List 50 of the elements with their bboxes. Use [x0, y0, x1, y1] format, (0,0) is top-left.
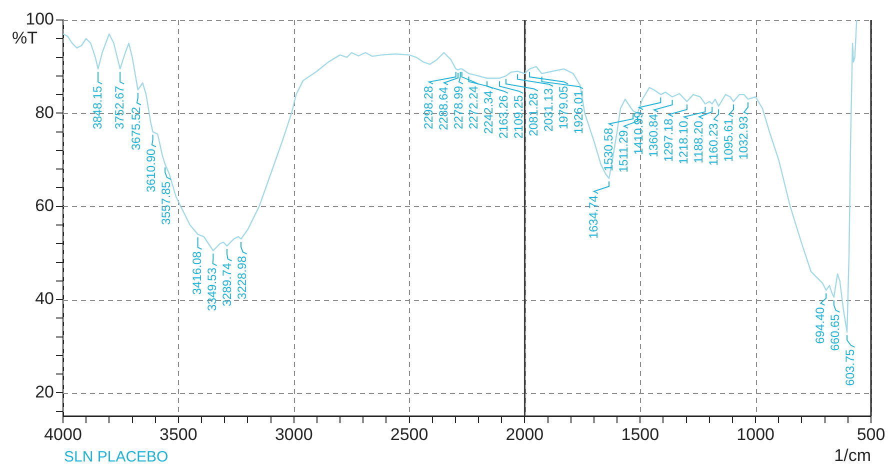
annotation: 1634.74	[586, 195, 600, 239]
annotation: 2288.64	[436, 86, 450, 130]
x-axis-title: 1/cm	[834, 446, 871, 466]
annotation: 694.40	[813, 306, 828, 344]
annotation: 3610.90	[144, 148, 158, 192]
annotation: 3557.85	[159, 181, 174, 225]
y-tick-label: 80	[35, 102, 54, 122]
annotation: 2278.99	[451, 86, 466, 130]
y-axis-title: %T	[12, 28, 38, 48]
x-tick-label: 3000	[274, 424, 313, 444]
annotation: 660.65	[828, 314, 842, 351]
y-tick-label: 40	[35, 289, 54, 308]
annotation: 1297.18	[661, 118, 676, 162]
annotation: 2163.26	[496, 94, 510, 139]
annotation: 3752.67	[112, 86, 126, 130]
x-tick-label: 4000	[44, 424, 82, 444]
annotation: 1360.84	[646, 114, 660, 158]
x-tick-label: 1500	[621, 424, 660, 444]
annotation: 1032.93	[736, 116, 750, 160]
annotation: 1530.58	[601, 128, 616, 172]
annotation: 1188.20	[691, 120, 706, 164]
annotation: 2242.34	[481, 90, 496, 134]
x-tick-label: 2000	[506, 424, 544, 444]
annotation: 1095.61	[721, 118, 736, 162]
annotation: 1511.29	[616, 130, 630, 173]
x-tick-label: 2500	[390, 424, 428, 444]
y-tick-label: 100	[26, 10, 54, 29]
annotation: 3675.52	[129, 106, 144, 150]
annotation: 3848.15	[90, 86, 104, 130]
y-tick-label: 20	[35, 382, 54, 402]
x-tick-label: 500	[856, 424, 886, 444]
annotation: 1218.10	[676, 120, 690, 164]
annotation: 1410.99	[631, 111, 646, 155]
annotation: 2109.25	[511, 94, 526, 139]
annotation: 3289.74	[220, 262, 234, 306]
text: SLN PLACEBO	[64, 448, 168, 466]
x-tick-label: 3500	[160, 424, 198, 444]
annotation: 2031.13	[541, 88, 556, 132]
y-tick-label: 60	[35, 196, 54, 216]
annotation: 1926.01	[571, 90, 586, 134]
annotation: 2298.28	[421, 86, 436, 130]
annotation: 3349.53	[205, 267, 220, 311]
annotation: 2081.28	[526, 92, 540, 136]
annotation: 603.75	[843, 348, 858, 386]
annotation: 2272.24	[466, 86, 480, 130]
annotation: 1979.05	[556, 86, 570, 130]
annotation: 1160.23	[706, 122, 720, 166]
annotation: 3416.08	[190, 250, 204, 295]
annotation: 3228.98	[235, 256, 250, 300]
x-tick-label: 1000	[736, 424, 774, 444]
